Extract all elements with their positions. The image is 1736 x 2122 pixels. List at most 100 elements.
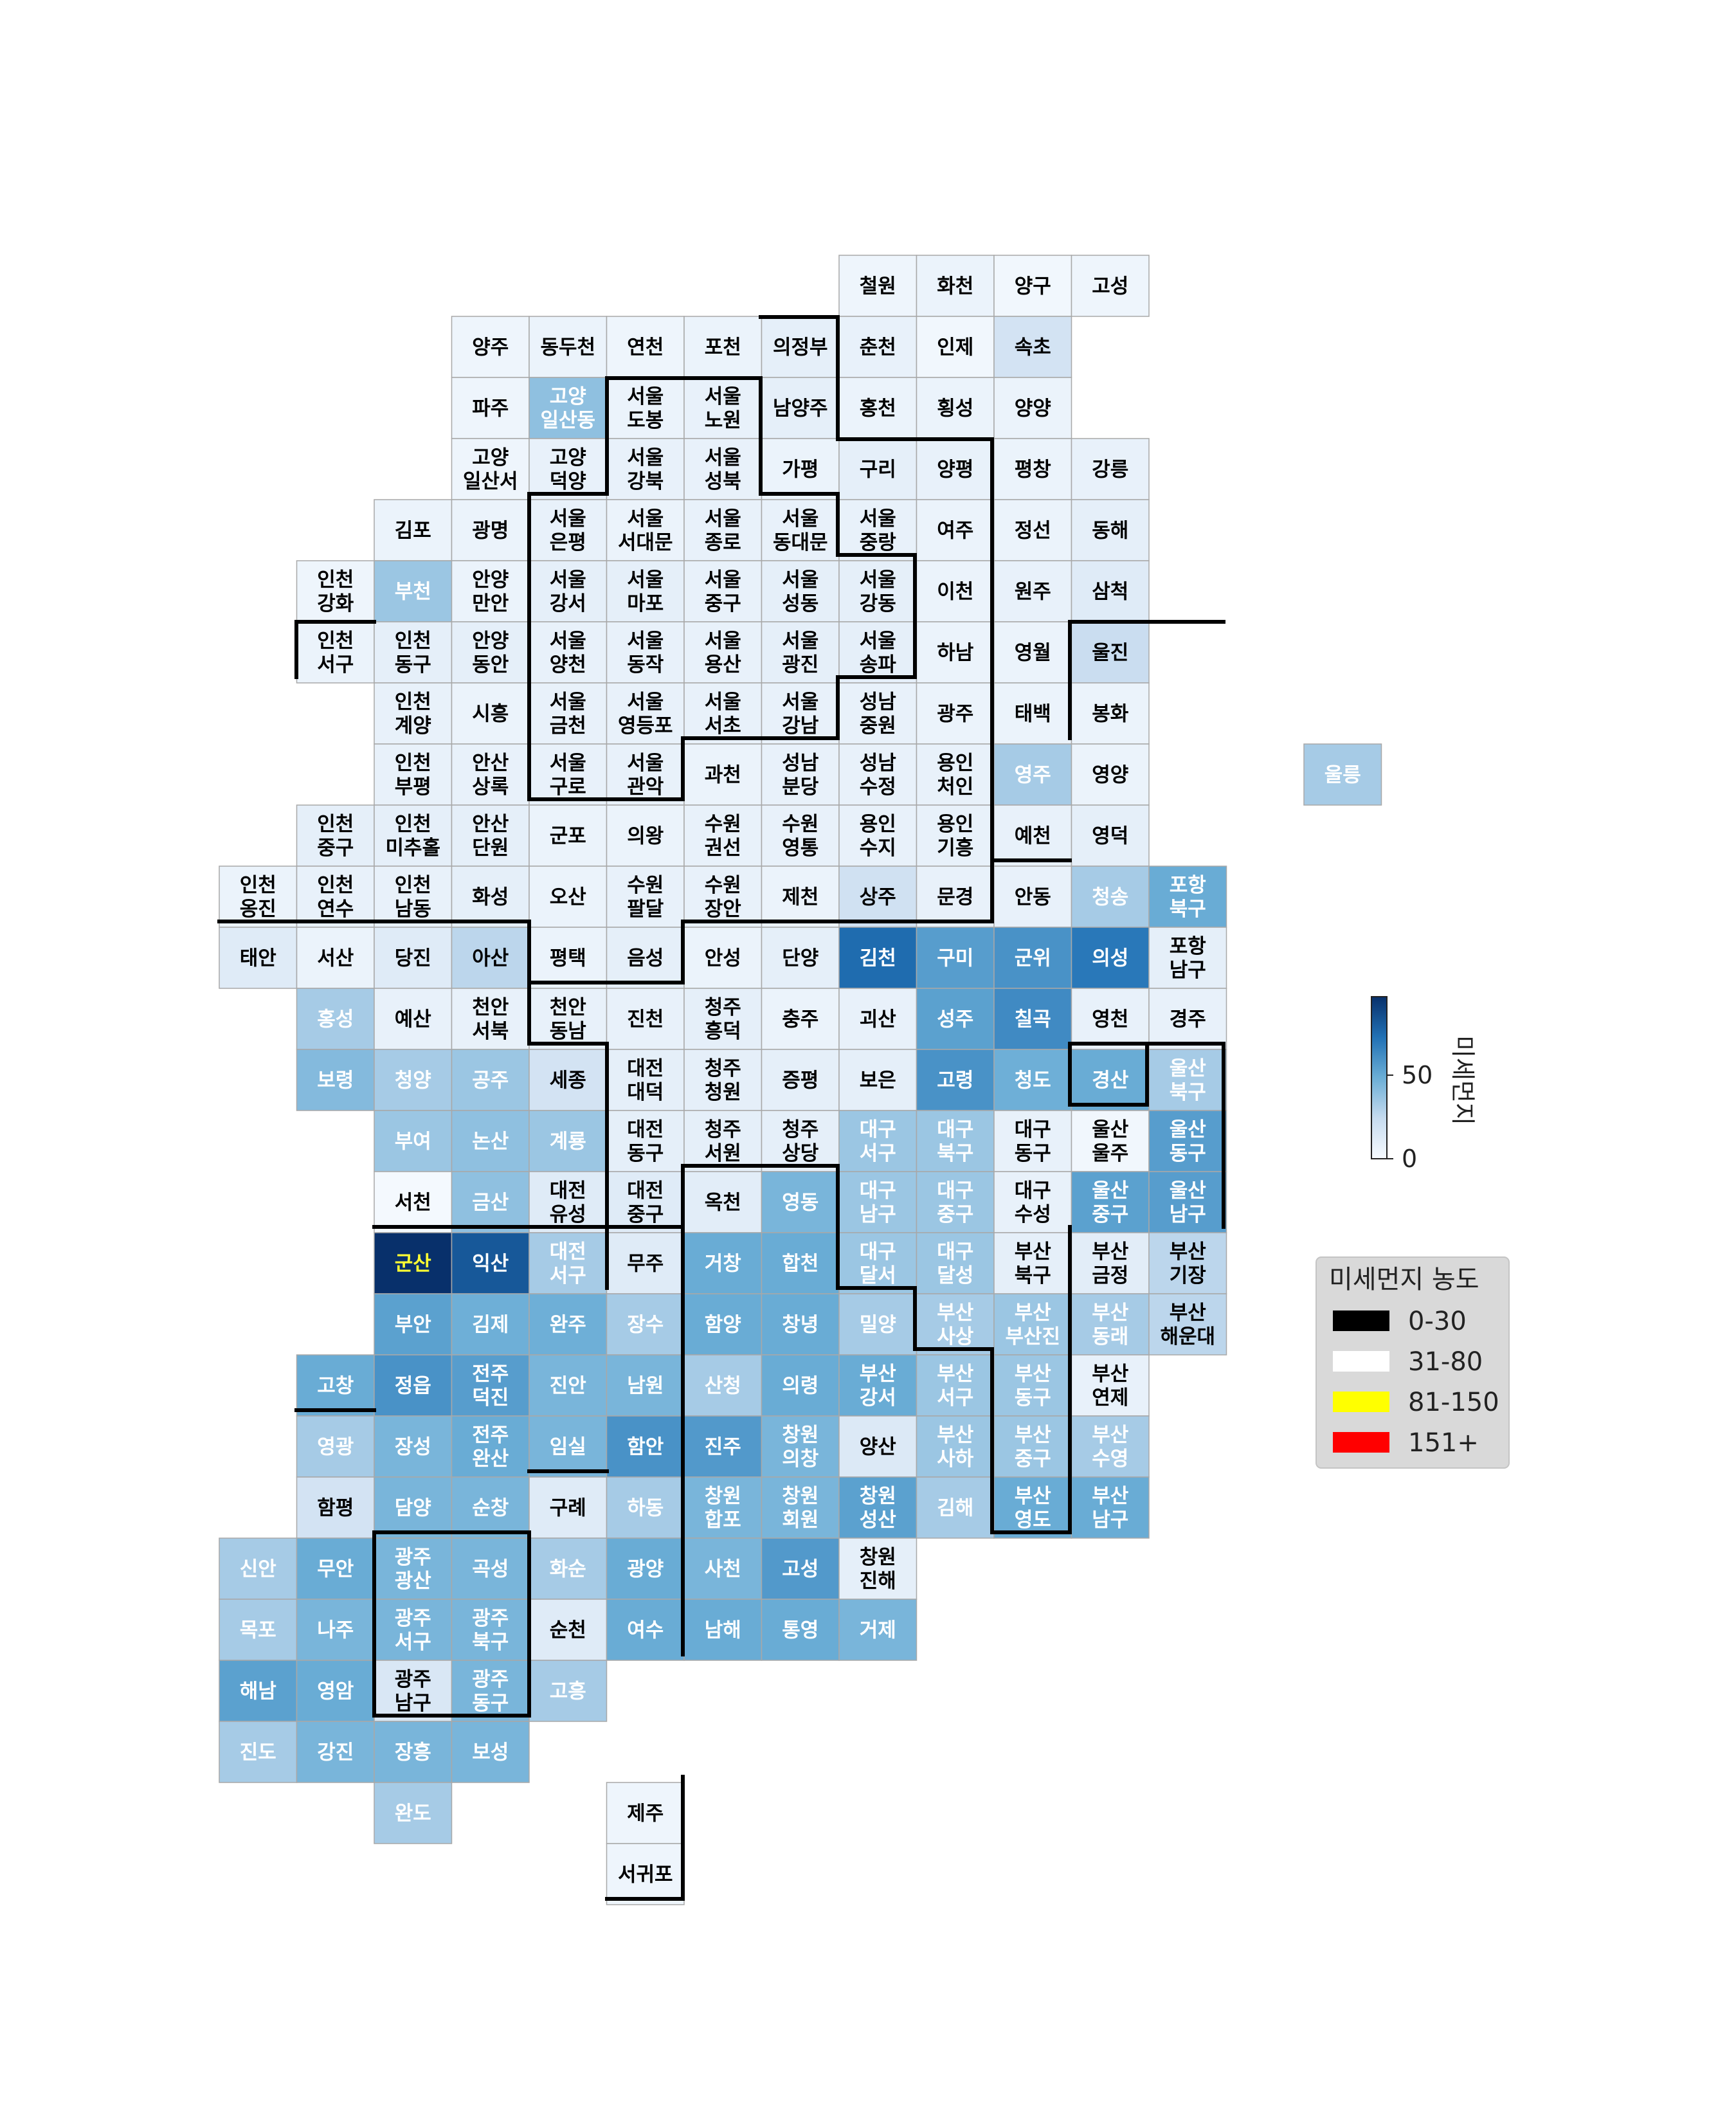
region-tile xyxy=(683,377,763,439)
region-label: 경주 xyxy=(1170,1008,1206,1031)
region-label: 강남 xyxy=(782,714,818,738)
legend-box xyxy=(1316,1256,1510,1469)
region-label: 대구 xyxy=(937,1179,973,1202)
region-label: 해운대 xyxy=(1160,1325,1215,1348)
region-label: 서초 xyxy=(705,714,741,738)
region-label: 합포 xyxy=(705,1509,741,1532)
legend-title: 미세먼지 농도 xyxy=(1329,1265,1479,1294)
region-label: 함양 xyxy=(705,1314,741,1337)
region-cell: 공주 xyxy=(451,1049,530,1111)
region-label: 영덕 xyxy=(1092,825,1128,848)
region-label: 대구 xyxy=(860,1240,896,1264)
region-label: 남해 xyxy=(705,1619,741,1642)
region-label: 안양 xyxy=(472,568,509,592)
region-cell: 임실 xyxy=(529,1415,608,1478)
region-cell: 원주 xyxy=(993,560,1072,622)
legend-item-label: 0-30 xyxy=(1408,1307,1467,1336)
region-tile xyxy=(993,1476,1072,1539)
region-label: 청도 xyxy=(1015,1069,1051,1093)
region-label: 서귀포 xyxy=(618,1864,673,1887)
region-tile xyxy=(916,1476,995,1539)
region-tile xyxy=(1148,1049,1227,1111)
region-label: 완산 xyxy=(472,1447,509,1471)
region-label: 인천 xyxy=(317,813,354,836)
region-label: 노원 xyxy=(705,409,741,432)
region-label: 완주 xyxy=(550,1314,586,1337)
region-label: 아산 xyxy=(472,947,509,970)
region-tile xyxy=(1071,1232,1150,1294)
region-label: 진안 xyxy=(550,1375,586,1398)
region-tile xyxy=(374,1354,453,1417)
region-label: 사상 xyxy=(937,1325,973,1348)
region-tile xyxy=(451,560,530,622)
region-label: 부산 xyxy=(1015,1424,1051,1447)
region-tile xyxy=(838,1476,918,1539)
region-label: 일산동 xyxy=(540,409,595,432)
region-tile xyxy=(916,1232,995,1294)
region-cell: 영주 xyxy=(993,743,1072,806)
region-label: 부산 xyxy=(1015,1301,1051,1325)
region-tile xyxy=(761,499,840,561)
region-tile xyxy=(916,560,995,622)
region-tile xyxy=(374,804,453,867)
region-label: 성남 xyxy=(860,752,896,775)
region-cell: 해남 xyxy=(219,1660,298,1722)
region-label: 만안 xyxy=(472,592,509,615)
region-tile xyxy=(529,1171,608,1233)
region-tile xyxy=(606,988,685,1050)
region-label: 수원 xyxy=(705,813,741,836)
region-tile xyxy=(838,1415,918,1478)
region-cell: 진천 xyxy=(606,988,685,1050)
region-label: 북구 xyxy=(1170,1081,1206,1104)
region-tile xyxy=(451,1476,530,1539)
region-label: 서울 xyxy=(627,507,664,530)
region-cell: 울진 xyxy=(1071,621,1150,684)
region-label: 울산 xyxy=(1170,1057,1206,1080)
region-label: 평창 xyxy=(1015,458,1051,482)
region-cell: 음성 xyxy=(606,927,685,989)
region-label: 송파 xyxy=(860,653,897,676)
region-label: 음성 xyxy=(627,947,664,970)
region-tile xyxy=(529,1354,608,1417)
region-label: 삼척 xyxy=(1092,581,1128,604)
region-label: 서대문 xyxy=(618,531,673,554)
region-label: 양양 xyxy=(1015,397,1051,421)
region-cell: 완주 xyxy=(529,1293,608,1356)
region-label: 신안 xyxy=(240,1558,276,1581)
region-tile xyxy=(838,1599,918,1661)
region-cell: 삼척 xyxy=(1071,560,1150,622)
region-tile xyxy=(451,866,530,928)
region-label: 증평 xyxy=(782,1069,818,1093)
region-tile xyxy=(451,804,530,867)
region-label: 곡성 xyxy=(472,1558,509,1581)
region-tile xyxy=(219,1660,298,1722)
region-tile xyxy=(606,1537,685,1600)
region-tile xyxy=(374,1782,453,1844)
region-cell: 의령 xyxy=(761,1354,840,1417)
region-cell: 의성 xyxy=(1071,927,1150,989)
region-label: 부산 xyxy=(1092,1485,1128,1508)
colorbar-gradient xyxy=(1371,996,1388,1159)
region-label: 중구 xyxy=(1015,1447,1051,1471)
region-cell: 평창 xyxy=(993,438,1072,500)
region-label: 양천 xyxy=(550,653,586,676)
region-label: 보은 xyxy=(860,1069,896,1093)
region-tile xyxy=(761,1476,840,1539)
region-tile xyxy=(838,316,918,378)
region-label: 북구 xyxy=(472,1631,509,1654)
